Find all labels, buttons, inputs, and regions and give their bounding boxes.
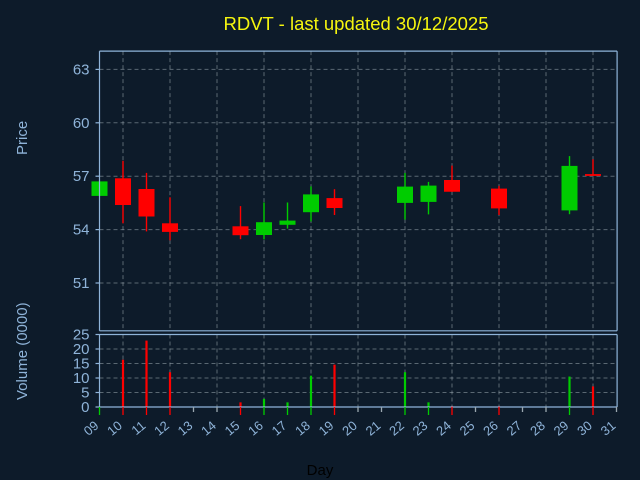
svg-text:0: 0: [81, 399, 89, 416]
svg-text:20: 20: [73, 341, 90, 358]
svg-text:25: 25: [73, 327, 90, 344]
svg-text:10: 10: [73, 370, 90, 387]
svg-text:5: 5: [81, 385, 89, 402]
svg-text:63: 63: [73, 61, 90, 78]
svg-text:15: 15: [73, 356, 90, 373]
svg-text:57: 57: [73, 168, 90, 185]
svg-text:60: 60: [73, 115, 90, 132]
svg-text:54: 54: [73, 222, 90, 239]
svg-text:51: 51: [73, 275, 90, 292]
